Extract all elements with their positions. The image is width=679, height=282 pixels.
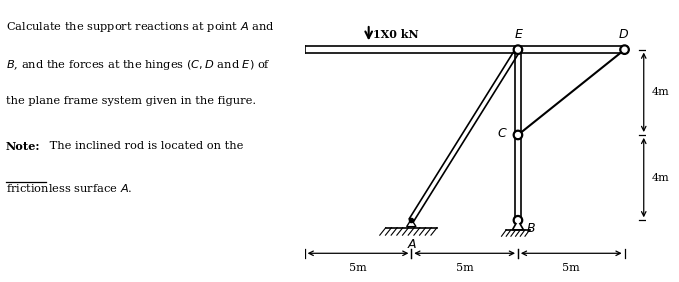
Polygon shape	[513, 220, 524, 230]
Text: frictionless surface $A$.: frictionless surface $A$.	[6, 182, 132, 194]
Circle shape	[515, 133, 520, 137]
Text: 5m: 5m	[562, 263, 580, 273]
Circle shape	[515, 218, 520, 223]
Circle shape	[622, 47, 627, 52]
Text: 4m: 4m	[651, 87, 669, 97]
Polygon shape	[407, 219, 416, 227]
Text: Note:: Note:	[6, 141, 41, 152]
Text: $C$: $C$	[497, 127, 508, 140]
Text: $B$, and the forces at the hinges $(C, D$ and $E)$ of: $B$, and the forces at the hinges $(C, D…	[6, 58, 271, 72]
Circle shape	[515, 47, 520, 52]
Circle shape	[513, 45, 523, 54]
Text: 1X0 kN: 1X0 kN	[373, 29, 418, 40]
Text: the plane frame system given in the figure.: the plane frame system given in the figu…	[6, 96, 256, 106]
Text: 5m: 5m	[456, 263, 473, 273]
Circle shape	[513, 130, 523, 140]
Text: 5m: 5m	[349, 263, 367, 273]
Text: 4m: 4m	[651, 173, 669, 182]
Text: $D$: $D$	[618, 28, 629, 41]
Text: $E$: $E$	[514, 28, 524, 41]
Circle shape	[620, 45, 629, 54]
Text: The inclined rod is located on the: The inclined rod is located on the	[46, 141, 244, 151]
Text: $B$: $B$	[526, 222, 536, 235]
Text: $A$: $A$	[407, 238, 418, 251]
Text: Calculate the support reactions at point $A$ and: Calculate the support reactions at point…	[6, 20, 274, 34]
Circle shape	[513, 215, 523, 225]
